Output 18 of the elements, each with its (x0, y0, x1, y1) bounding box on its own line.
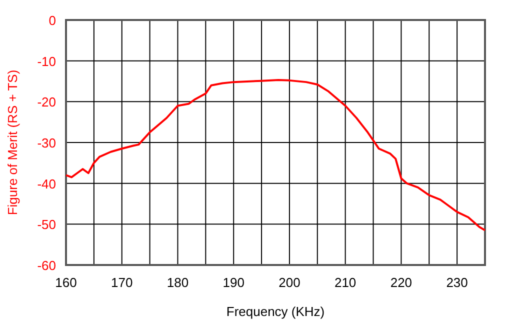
x-tick-label: 190 (222, 275, 244, 290)
x-tick-label: 220 (390, 275, 412, 290)
y-axis-title: Figure of Merit (RS + TS) (5, 70, 20, 216)
x-tick-label: 180 (166, 275, 189, 290)
y-tick-label: -20 (37, 94, 56, 110)
x-tick-label: 160 (55, 275, 77, 290)
y-tick-label: -30 (37, 136, 56, 150)
line-series (65, 79, 486, 232)
y-tick-label: -10 (37, 54, 56, 69)
x-tick-label: 210 (334, 275, 356, 290)
y-tick-label: -40 (37, 176, 56, 192)
y-tick-label: 0 (48, 13, 56, 28)
x-axis-title: Frequency (KHz) (226, 304, 325, 319)
x-tick-label: 170 (111, 275, 133, 290)
x-tick-label: 230 (446, 275, 468, 290)
y-tick-label: -50 (37, 217, 56, 232)
x-tick-label: 200 (278, 275, 300, 290)
y-tick-label: -60 (37, 258, 56, 273)
